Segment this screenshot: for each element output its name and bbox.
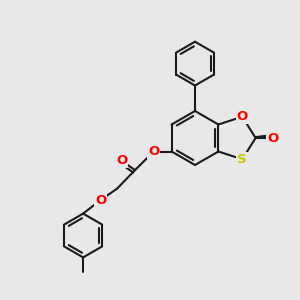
Text: O: O — [95, 194, 106, 207]
Text: S: S — [238, 153, 247, 166]
Text: O: O — [148, 145, 159, 158]
Text: O: O — [267, 131, 279, 145]
Text: O: O — [237, 110, 248, 123]
Text: O: O — [116, 154, 127, 167]
